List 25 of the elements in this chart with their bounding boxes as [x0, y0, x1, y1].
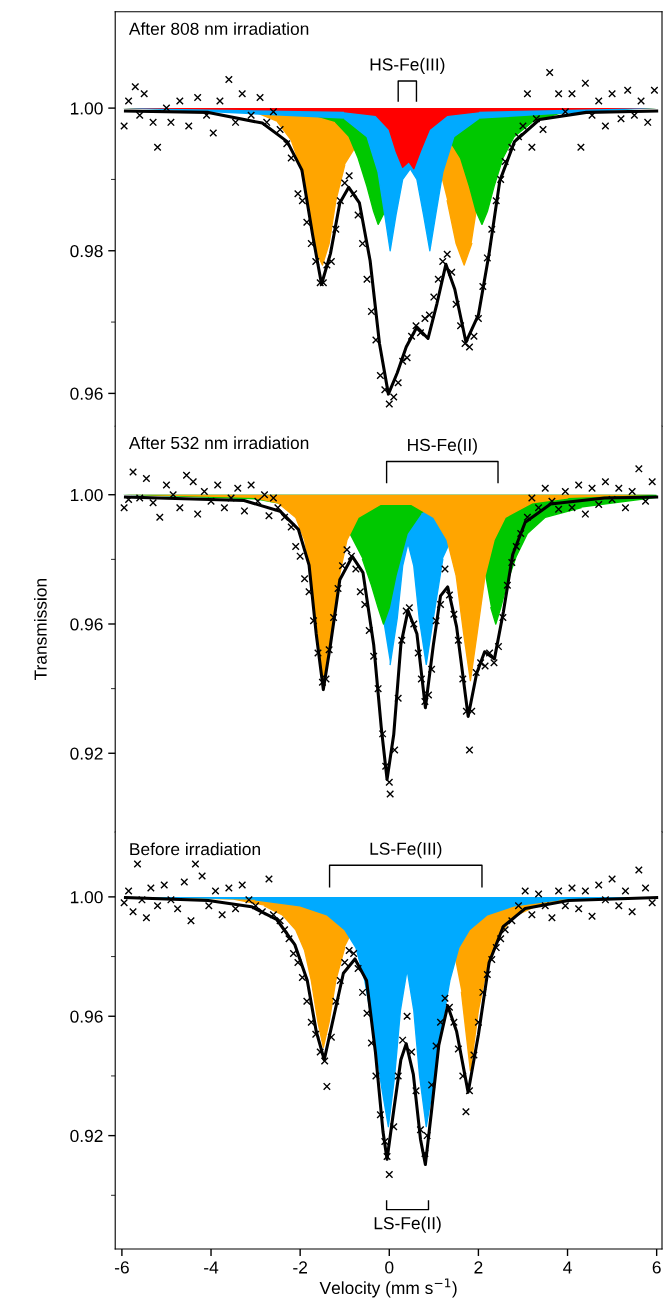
chart-title: Before irradiation — [130, 842, 260, 856]
y-tick-label: 1.00 — [70, 102, 103, 115]
chart-title: After 532 nm irradiation — [128, 436, 309, 450]
y-tick-label: 0.92 — [70, 747, 103, 760]
x-axis-title: Velocity (mm s$^{−1}$) — [319, 1278, 457, 1298]
annotation: LS-Fe(III) — [370, 842, 442, 859]
y-axis-title: Transmission — [34, 579, 47, 681]
y-tick-label: 1.00 — [70, 488, 103, 502]
annotation: HS-Fe(II) — [408, 438, 477, 455]
x-tick-label: 4 — [563, 1261, 572, 1274]
x-tick-label: -4 — [204, 1261, 219, 1274]
y-tick-label: 1.00 — [70, 891, 103, 904]
x-tick-label: -2 — [293, 1261, 307, 1274]
x-tick-label: 2 — [474, 1261, 483, 1274]
x-tick-label: 0 — [385, 1261, 394, 1274]
annotation: LS-Fe(II) — [374, 1216, 441, 1233]
annotation: HS-Fe(III) — [370, 57, 445, 75]
chart-title: After 808 nm irradiation — [128, 22, 309, 35]
x-tick-label: 6 — [652, 1261, 661, 1274]
y-tick-label: 0.92 — [70, 1129, 103, 1143]
y-tick-label: 0.96 — [70, 387, 103, 400]
y-tick-label: 0.98 — [70, 244, 103, 258]
x-tick-label: -6 — [114, 1261, 129, 1274]
y-tick-label: 0.96 — [70, 1010, 103, 1023]
y-tick-label: 0.96 — [70, 618, 103, 631]
